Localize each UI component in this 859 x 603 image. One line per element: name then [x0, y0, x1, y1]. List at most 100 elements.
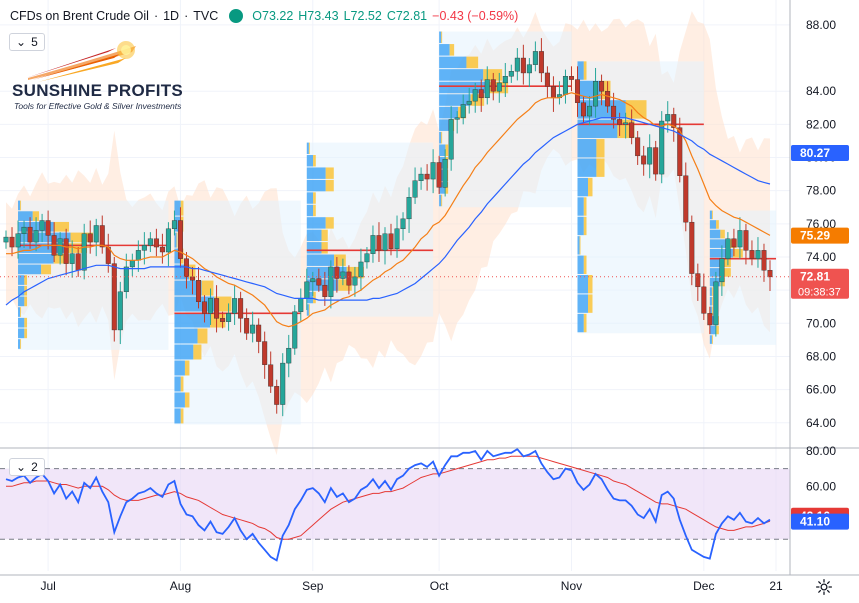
volume-profile-bar	[24, 328, 28, 339]
volume-profile-bar	[596, 158, 605, 177]
volume-profile-bar	[174, 360, 185, 376]
indicator-count: 2	[31, 460, 38, 474]
candle-body	[581, 102, 587, 117]
volume-profile-bar	[174, 376, 181, 392]
volume-profile-bar	[709, 325, 717, 335]
candle-body	[165, 228, 171, 253]
candle-body	[406, 197, 412, 220]
header-sep: ·	[153, 9, 159, 23]
volume-profile-bar	[439, 44, 450, 56]
candle-body	[370, 235, 376, 254]
volume-profile-bar	[711, 296, 713, 306]
candle-body	[81, 233, 87, 271]
ema-line	[6, 92, 771, 328]
volume-profile-bar	[174, 248, 181, 264]
volume-profile-bar	[41, 264, 52, 275]
candle-body	[340, 271, 346, 279]
candle-body	[171, 220, 177, 230]
volume-profile-bar	[439, 131, 442, 144]
volume-profile-bar	[439, 169, 446, 182]
candle-body	[87, 233, 93, 243]
candle-body	[695, 273, 701, 288]
volume-profile-bar	[174, 216, 181, 232]
candle-body	[436, 162, 442, 188]
volume-profile-bar	[18, 307, 21, 317]
volume-profile-bar	[466, 56, 479, 69]
volume-profile-bar	[313, 155, 316, 167]
candle-body	[683, 175, 689, 223]
volume-profile-bar	[24, 296, 28, 307]
volume-profile-bar	[308, 142, 310, 155]
candle-body	[208, 298, 214, 314]
y-tick-label: 84.00	[806, 84, 836, 98]
volume-profile-bar	[709, 220, 717, 229]
candle-body	[75, 253, 81, 271]
candle-body	[767, 270, 773, 278]
candle-body	[159, 246, 165, 253]
volume-profile-bar	[709, 239, 729, 248]
candle-body	[514, 57, 520, 72]
volume-profile-bar	[577, 236, 580, 255]
candle-body	[280, 362, 286, 405]
volume-profile-bar	[583, 61, 587, 80]
volume-profile-bar	[334, 254, 346, 266]
volume-profile-bar	[709, 316, 717, 325]
interval-label[interactable]: 1D	[163, 9, 180, 23]
y-tick-label: 66.00	[806, 383, 836, 397]
candle-body	[189, 276, 195, 281]
volume-profile-bar	[18, 232, 71, 243]
volume-profile-bar	[306, 266, 347, 279]
volume-profile-bar	[439, 31, 442, 44]
volume-profile-bar	[306, 204, 314, 217]
volume-profile-bar	[325, 167, 334, 179]
price-label-text: 75.29	[800, 229, 830, 243]
candle-body	[45, 220, 51, 236]
volume-profile-bar	[174, 344, 194, 360]
candle-body	[490, 79, 496, 92]
volume-profile-bar	[24, 275, 28, 285]
volume-profile-bar	[313, 291, 316, 304]
volume-profile-bar	[306, 155, 314, 167]
volume-profile-bar	[441, 131, 443, 144]
volume-profile-bar	[174, 232, 177, 248]
x-tick-label: Dec	[693, 579, 714, 593]
volume-profile-bar	[180, 376, 184, 392]
candle-body	[135, 250, 141, 261]
candle-body	[334, 266, 340, 279]
symbol-name[interactable]: CFDs on Brent Crude Oil	[10, 9, 149, 23]
volume-profile-bar	[180, 408, 184, 424]
volume-profile-bar	[439, 119, 450, 131]
candle-body	[611, 105, 617, 120]
candle-body	[502, 76, 508, 84]
candle-body	[587, 105, 593, 117]
candle-body	[496, 82, 502, 92]
volume-profile-bar	[193, 344, 202, 360]
gear-icon[interactable]	[815, 578, 833, 596]
indicator-legend-toggle[interactable]: ⌄ 5	[9, 33, 45, 51]
volume-profile-bar	[184, 392, 190, 408]
candle-body	[617, 119, 623, 125]
candle-body	[63, 238, 69, 264]
rsi-legend-toggle[interactable]: ⌄ 2	[9, 458, 45, 476]
volume-profile-bar	[176, 232, 178, 248]
candle-body	[526, 64, 532, 74]
candle-body	[310, 278, 316, 283]
volume-profile-bar	[306, 229, 322, 242]
sunshine-logo-icon	[26, 41, 136, 82]
candle-body	[244, 318, 250, 334]
candle-body	[147, 238, 153, 246]
candle-body	[21, 226, 27, 234]
candle-body	[671, 114, 677, 128]
y-tick-label: 70.00	[806, 316, 836, 330]
candle-body	[394, 228, 400, 249]
chevron-down-icon: ⌄	[16, 35, 27, 49]
volume-profile-bar	[18, 285, 25, 296]
header-sep: ·	[184, 9, 189, 23]
volume-profile-bar	[483, 69, 503, 81]
volume-profile-bar	[308, 304, 310, 316]
candle-body	[544, 72, 550, 87]
candle-body	[57, 238, 63, 256]
volume-profile-bar	[445, 182, 449, 194]
candle-body	[677, 127, 683, 176]
